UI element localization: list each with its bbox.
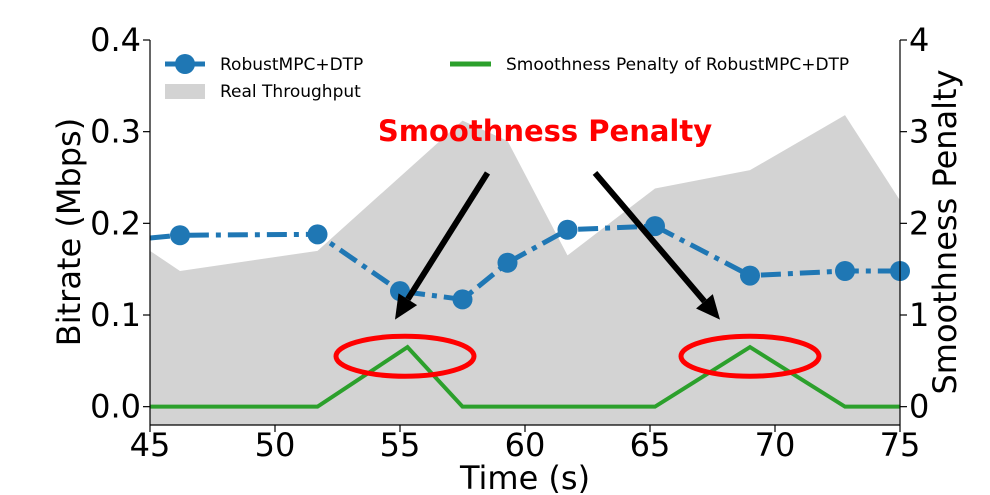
y-axis-label: Bitrate (Mbps) (50, 118, 88, 346)
x-tick-label: 65 (630, 426, 671, 464)
y-tick-label: 0.4 (90, 21, 141, 59)
bitrate-point (390, 281, 410, 302)
x-tick-label: 75 (880, 426, 921, 464)
annotation-arrow-head (395, 293, 418, 320)
bitrate-line (150, 223, 900, 303)
bitrate-point (835, 261, 855, 281)
y-tick-label: 0.2 (90, 204, 141, 242)
smoothness-penalty-line (150, 344, 900, 409)
throughput-area (150, 115, 900, 425)
y2-tick-label: 1 (909, 296, 929, 334)
bitrate-point (170, 225, 190, 246)
y2-tick-label: 0 (909, 388, 929, 426)
bitrate-point (497, 252, 518, 273)
x-tick-label: 50 (255, 426, 296, 464)
legend: RobustMPC+DTP Smoothness Penalty of Robus… (165, 54, 849, 102)
bitrate-point (557, 219, 578, 240)
bitrate-point (645, 216, 665, 237)
x-tick-label: 60 (505, 426, 546, 464)
x-tick-label: 45 (130, 426, 171, 464)
y-tick-label: 0.3 (90, 113, 141, 151)
y2-tick-label: 3 (909, 113, 929, 151)
annotation-label: Smoothness Penalty (378, 114, 712, 148)
annotation-arrow-line (405, 171, 491, 301)
y2-tick-label: 2 (909, 204, 929, 242)
bitrate-point (307, 224, 328, 245)
legend-label-throughput: Real Throughput (220, 82, 361, 102)
x-tick-label: 55 (380, 426, 421, 464)
x-axis-label: Time (s) (459, 459, 590, 495)
y-tick-label: 0.1 (90, 296, 141, 334)
bitrate-point (452, 289, 473, 310)
annotation-arrow-line (592, 170, 707, 304)
legend-throughput-swatch (165, 84, 205, 99)
annotation-arrow-head (696, 294, 720, 320)
y2-tick-label: 4 (909, 21, 929, 59)
legend-label-bitrate: RobustMPC+DTP (220, 55, 363, 75)
annotation-ellipse (678, 333, 822, 379)
y-tick-label: 0.0 (90, 388, 141, 426)
y2-axis-label: Smoothness Penalty (926, 69, 964, 394)
legend-label-penalty: Smoothness Penalty of RobustMPC+DTP (506, 55, 849, 75)
bitrate-point (740, 265, 760, 286)
annotation-ellipse (333, 333, 477, 379)
legend-bitrate-marker (175, 54, 195, 74)
x-tick-label: 70 (755, 426, 796, 464)
